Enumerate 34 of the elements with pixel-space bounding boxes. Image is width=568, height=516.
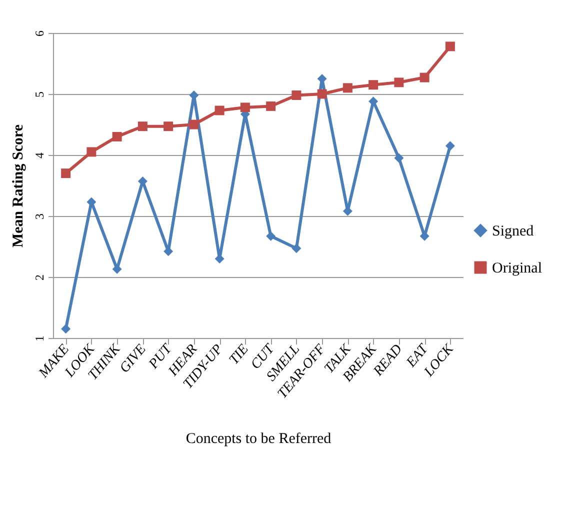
point xyxy=(61,168,71,178)
point xyxy=(292,90,302,100)
point xyxy=(368,80,378,90)
point xyxy=(420,72,430,82)
y-tick-label: 2 xyxy=(32,274,46,280)
point xyxy=(61,324,71,334)
y-tick-label: 4 xyxy=(32,152,46,158)
y-tick-label: 5 xyxy=(32,92,46,98)
point xyxy=(240,102,250,112)
y-tick-label: 3 xyxy=(32,214,46,220)
point xyxy=(189,90,199,100)
legend-label: Original xyxy=(492,260,542,276)
point xyxy=(317,89,327,99)
point xyxy=(266,231,276,241)
point xyxy=(86,147,96,157)
x-axis-title: Concepts to be Referred xyxy=(186,431,332,448)
point xyxy=(112,132,122,142)
point xyxy=(445,141,455,151)
point xyxy=(292,244,302,254)
point xyxy=(189,120,199,130)
point xyxy=(394,78,404,88)
y-tick-label: 1 xyxy=(32,336,46,342)
point xyxy=(138,122,148,132)
x-tick-label: TIE xyxy=(226,342,252,368)
y-tick-label: 6 xyxy=(32,30,46,36)
point xyxy=(342,83,352,93)
point xyxy=(445,42,455,52)
y-axis-title: Mean Rating Score xyxy=(10,124,26,248)
point xyxy=(266,101,276,111)
point xyxy=(317,74,327,84)
legend-label: Signed xyxy=(492,224,534,240)
point xyxy=(214,106,224,116)
point xyxy=(394,153,404,163)
point xyxy=(164,122,174,132)
